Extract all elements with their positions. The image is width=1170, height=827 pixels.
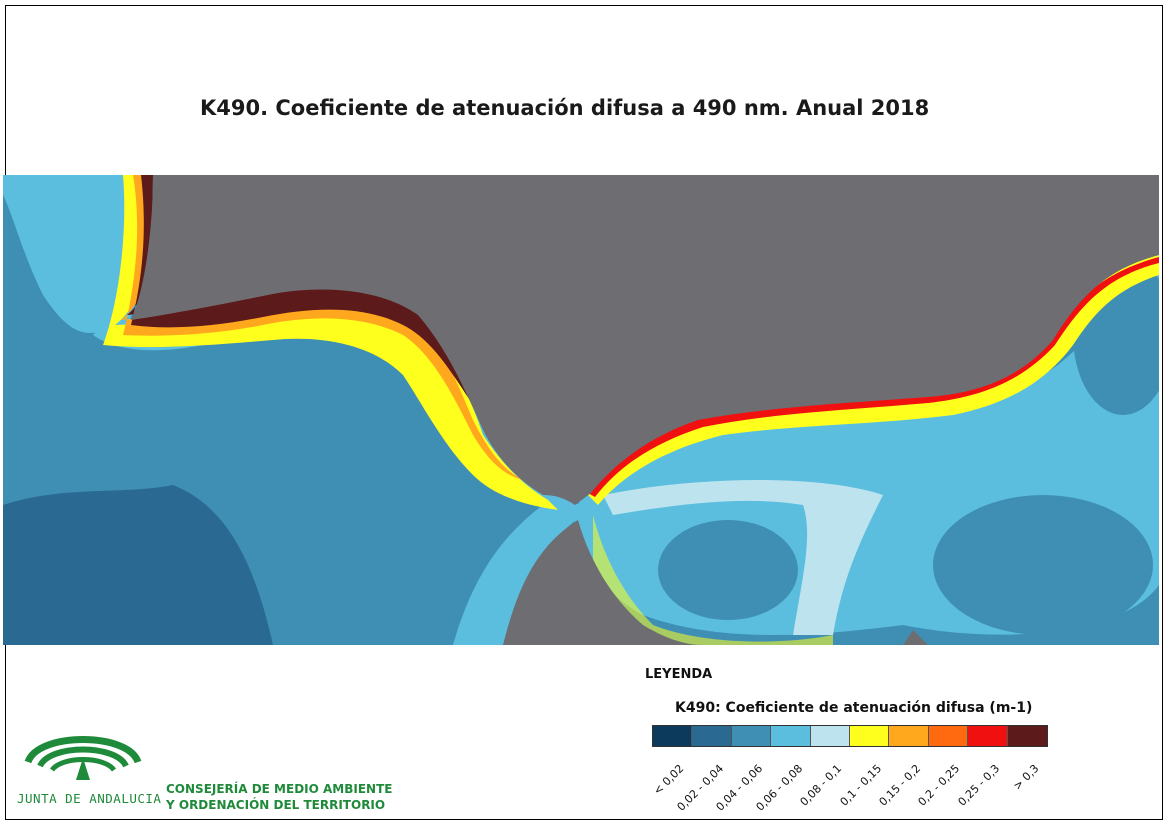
junta-andalucia-logo-icon — [24, 736, 142, 780]
atlantic-shelf — [3, 175, 143, 334]
map-title: K490. Coeficiente de atenuación difusa a… — [200, 96, 930, 120]
legend-swatch — [968, 726, 1008, 746]
k490-map — [3, 175, 1159, 645]
coastal-band-orange — [121, 175, 523, 480]
legend-swatch — [889, 726, 929, 746]
legend-heading: LEYENDA — [645, 667, 713, 682]
legend-swatch — [928, 726, 969, 746]
africa-land-east — [903, 630, 928, 645]
legend-color-scale — [652, 725, 1048, 747]
deep-water-southwest — [3, 485, 273, 645]
alboran-light-filament — [603, 480, 883, 635]
legend-swatch — [653, 726, 693, 746]
legend-swatch — [810, 726, 850, 746]
coastal-band-yellow — [103, 175, 558, 510]
iberia-land — [131, 175, 1159, 505]
legend-subtitle: K490: Coeficiente de atenuación difusa (… — [675, 700, 1033, 716]
legend-swatch — [692, 726, 732, 746]
alboran-gyre-core — [658, 520, 798, 620]
legend-swatch — [849, 726, 890, 746]
department-line-2: Y ORDENACIÓN DEL TERRITORIO — [166, 798, 386, 812]
legend-swatch — [771, 726, 811, 746]
africa-land — [503, 520, 703, 645]
eastern-gyre-core — [933, 495, 1153, 635]
department-line-1: CONSEJERÍA DE MEDIO AMBIENTE — [166, 782, 393, 796]
logo-text: JUNTA DE ANDALUCIA — [17, 791, 162, 806]
legend-swatch — [1007, 726, 1047, 746]
legend-swatch — [731, 726, 772, 746]
